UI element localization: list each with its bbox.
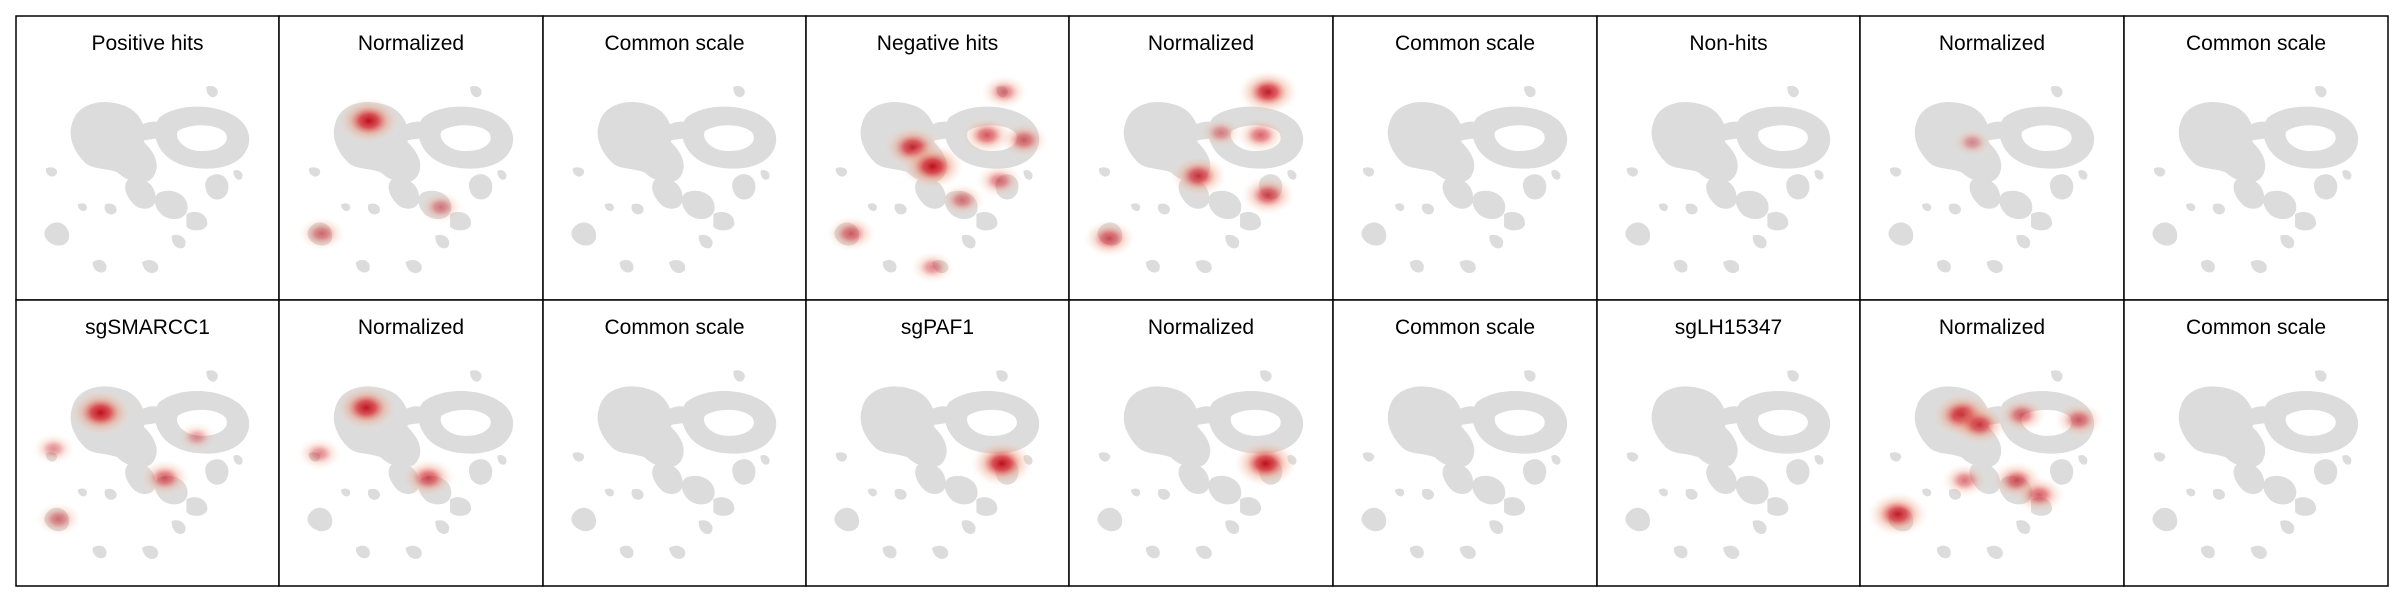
density-hotspot <box>970 440 1033 487</box>
panel: Common scale <box>1333 16 1597 300</box>
density-hotspot <box>1234 440 1297 487</box>
density-hotspot <box>901 143 964 189</box>
panel: Common scale <box>2124 16 2388 300</box>
density-hotspot <box>1952 404 2007 445</box>
panel: Common scale <box>2124 300 2388 586</box>
panel-title: Common scale <box>2186 316 2326 339</box>
density-hotspot <box>976 164 1023 198</box>
density-hotspot <box>140 459 190 497</box>
density-hotspot <box>826 216 876 252</box>
panel-title: sgSMARCC1 <box>85 316 210 339</box>
density-hotspot <box>69 389 132 436</box>
panel-title: Normalized <box>1939 32 2045 55</box>
density-hotspot <box>1083 219 1135 257</box>
density-hotspot <box>999 122 1049 158</box>
density-hotspot <box>961 116 1013 154</box>
panel-grid: Positive hits Normalized Common scale Negat… <box>16 16 2388 586</box>
panel-title: Common scale <box>1395 32 1535 55</box>
density-hotspot <box>1238 70 1298 114</box>
panel-title: Common scale <box>604 316 744 339</box>
panel-title: Negative hits <box>877 32 998 55</box>
panel-title: Common scale <box>1395 316 1535 339</box>
panel: Normalized <box>1860 16 2124 300</box>
panel: sgSMARCC1 <box>16 300 279 586</box>
panel: Normalized <box>1069 16 1333 300</box>
density-hotspot <box>335 385 397 430</box>
panel-title: Normalized <box>1148 32 1254 55</box>
panel: Positive hits <box>16 16 279 300</box>
density-hotspot <box>1941 463 1988 498</box>
panel-title: Non-hits <box>1689 32 1767 55</box>
density-hotspot <box>297 437 341 470</box>
density-hotspot <box>981 75 1028 109</box>
panel: sgLH15347 <box>1597 300 1860 586</box>
panel-title: Normalized <box>1939 316 2045 339</box>
density-hotspot <box>337 98 400 144</box>
panel-title: Common scale <box>604 32 744 55</box>
density-hotspot <box>2014 476 2064 514</box>
panel-title: Normalized <box>358 32 464 55</box>
panel: Normalized <box>279 300 543 586</box>
panel: Normalized <box>1069 300 1333 586</box>
density-hotspot <box>1868 492 1928 537</box>
density-hotspot <box>36 502 81 536</box>
panel: Non-hits <box>1597 16 1860 300</box>
density-hotspot <box>910 251 955 283</box>
density-hotspot <box>32 433 75 465</box>
panel: sgPAF1 <box>806 300 1069 586</box>
panel: Common scale <box>543 16 806 300</box>
panel-title: Normalized <box>358 316 464 339</box>
density-hotspot <box>1236 117 1285 153</box>
panel-title: Positive hits <box>91 32 203 55</box>
density-hotspot <box>177 422 217 452</box>
panel-title: Normalized <box>1148 316 1254 339</box>
density-hotspot <box>2054 402 2103 438</box>
density-hotspot <box>298 216 345 251</box>
density-hotspot <box>1241 175 1295 215</box>
density-hotspot <box>1997 397 2046 433</box>
panel: Common scale <box>543 300 806 586</box>
density-hotspot <box>402 458 455 497</box>
panel-title: sgLH15347 <box>1675 316 1782 339</box>
density-hotspot <box>1170 155 1227 197</box>
panel-title: Common scale <box>2186 32 2326 55</box>
panel: Normalized <box>279 16 543 300</box>
panel: Common scale <box>1333 300 1597 586</box>
density-hotspot <box>1199 117 1242 149</box>
panel-title: sgPAF1 <box>901 316 974 339</box>
panel: Normalized <box>1860 300 2124 586</box>
density-hotspot <box>419 191 463 223</box>
density-hotspot <box>939 183 985 217</box>
density-hotspot <box>1952 127 1993 157</box>
panel: Negative hits <box>806 16 1069 300</box>
